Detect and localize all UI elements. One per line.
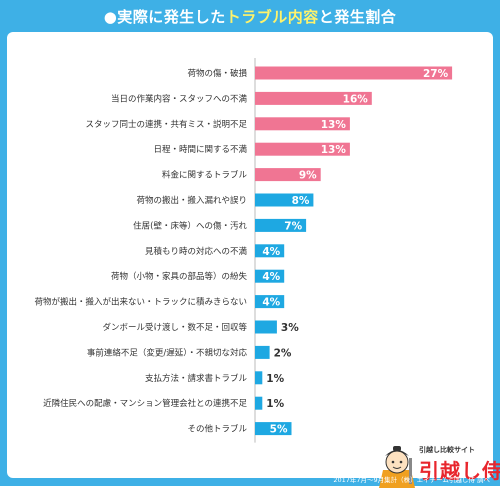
chart-title: ●実際に発生したトラブル内容と発生割合 [0, 6, 500, 27]
value-label: 4% [262, 246, 280, 258]
bar [255, 345, 270, 359]
value-label: 4% [262, 297, 280, 309]
value-label: 9% [299, 170, 317, 182]
logo-subtitle: 引越し比較サイト [419, 446, 475, 454]
bar [255, 320, 277, 334]
category-label: 荷物の傷・破損 [187, 68, 247, 79]
value-label: 4% [262, 271, 280, 283]
logo: 引越し比較サイト 引越し侍 [375, 444, 500, 492]
bar-chart: 荷物の傷・破損 27% 当日の作業内容・スタッフへの不満 16% スタッフ同士の連携・共… [34, 58, 453, 443]
value-label: 13% [321, 119, 347, 131]
category-label: 荷物の搬出・搬入漏れや誤り [136, 195, 247, 206]
value-label: 13% [321, 144, 347, 156]
category-label: スタッフ同士の連携・共有ミス・説明不足 [85, 119, 247, 130]
bar [255, 371, 263, 385]
bar [255, 295, 285, 309]
bar [255, 269, 285, 283]
value-label: 16% [343, 93, 369, 105]
category-label: 日程・時間に関する不満 [153, 145, 247, 155]
bar [255, 117, 350, 131]
bar [255, 396, 263, 410]
category-label: 支払方法・請求書トラブル [145, 373, 248, 384]
category-label: 当日の作業内容・スタッフへの不満 [111, 93, 248, 104]
bar [255, 142, 350, 156]
chart-title-part1: ●実際に発生した [103, 8, 226, 26]
category-label: 荷物が搬出・搬入が出来ない・トラックに積みきらない [34, 297, 247, 308]
chart-panel: 荷物の傷・破損 27% 当日の作業内容・スタッフへの不満 16% スタッフ同士の連携・共… [7, 32, 500, 488]
value-label: 1% [266, 373, 284, 385]
bar [255, 193, 314, 207]
category-label: 近隣住民への配慮・マンション管理会社との連携不足 [43, 398, 247, 409]
bar [255, 66, 453, 80]
value-label: 7% [284, 220, 302, 232]
bar [255, 218, 307, 232]
chart-title-part2: と発生割合 [318, 8, 397, 26]
logo-name: 引越し侍 [419, 459, 500, 483]
value-label: 8% [292, 195, 310, 207]
source-footer: 2017年7月～9月集計（株）エイチーム引越し侍 調べ [333, 476, 490, 484]
value-label: 1% [266, 398, 284, 410]
value-label: 5% [270, 424, 288, 436]
bar [255, 91, 372, 105]
category-label: ダンボール受け渡し・数不足・回収等 [102, 322, 247, 333]
category-label: その他トラブル [187, 424, 247, 435]
value-label: 2% [274, 347, 292, 359]
category-label: 荷物（小物・家具の部品等）の紛失 [111, 271, 248, 282]
value-label: 27% [423, 68, 449, 80]
category-label: 料金に関するトラブル [162, 170, 248, 181]
category-label: 住居(壁・床等）への傷・汚れ [133, 220, 247, 231]
bar [255, 244, 285, 258]
samurai-mascot-icon [379, 446, 415, 488]
chart-title-highlight: トラブル内容 [225, 8, 319, 26]
value-label: 3% [281, 322, 299, 334]
bar [255, 168, 321, 182]
bar [255, 422, 292, 436]
category-label: 事前連絡不足（変更/遅延）・不親切な対応 [87, 347, 248, 358]
category-label: 見積もり時の対応への不満 [145, 246, 248, 257]
